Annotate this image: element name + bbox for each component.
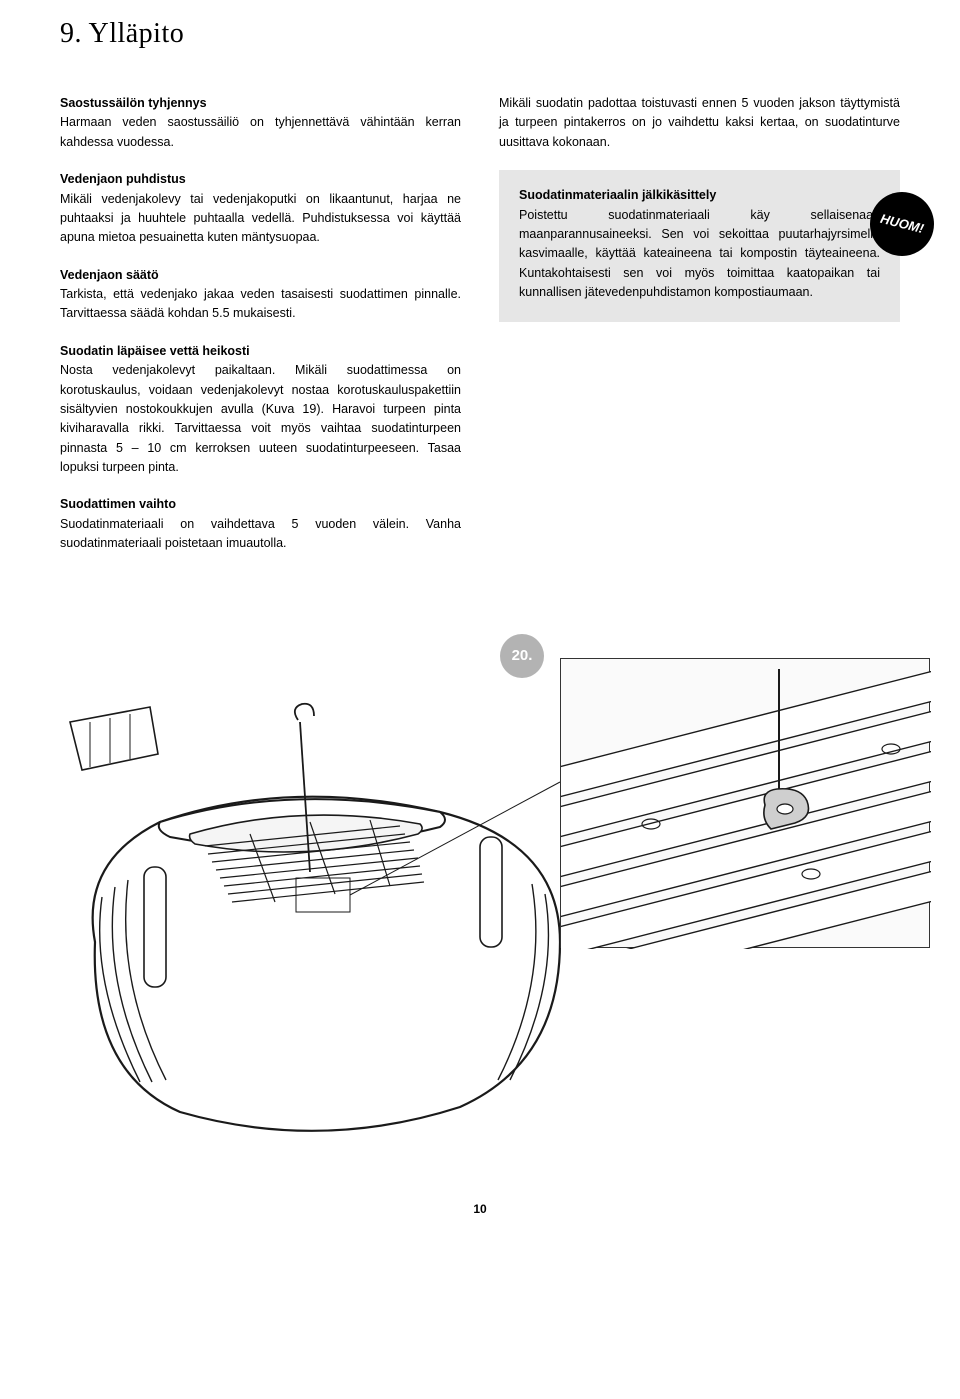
- two-column-layout: Saostussäilön tyhjennys Harmaan veden sa…: [60, 94, 900, 572]
- paragraph: Harmaan veden saostussäiliö on tyhjennet…: [60, 113, 461, 152]
- subheading: Vedenjaon puhdistus: [60, 170, 461, 189]
- inset-illustration: [561, 659, 931, 949]
- inset-detail-frame: [560, 658, 930, 948]
- paragraph: Nosta vedenjakolevyt paikaltaan. Mikäli …: [60, 361, 461, 477]
- paragraph: Suodatinmateriaali on vaihdettava 5 vuod…: [60, 515, 461, 554]
- block-suodatin-lapaisee: Suodatin läpäisee vettä heikosti Nosta v…: [60, 342, 461, 478]
- note-text: Poistettu suodatinmateriaali käy sellais…: [519, 206, 880, 303]
- section-heading: 9. Ylläpito: [60, 18, 900, 50]
- tank-illustration: [40, 662, 600, 1152]
- block-vedenjaon-saato: Vedenjaon säätö Tarkista, että vedenjako…: [60, 266, 461, 324]
- section-title-text: Ylläpito: [88, 18, 184, 49]
- column-left: Saostussäilön tyhjennys Harmaan veden sa…: [60, 94, 461, 572]
- note-title: Suodatinmateriaalin jälkikäsittely: [519, 186, 880, 205]
- block-suodattimen-vaihto: Suodattimen vaihto Suodatinmateriaali on…: [60, 495, 461, 553]
- subheading: Suodatin läpäisee vettä heikosti: [60, 342, 461, 361]
- subheading: Suodattimen vaihto: [60, 495, 461, 514]
- subheading: Vedenjaon säätö: [60, 266, 461, 285]
- block-vedenjaon-puhdistus: Vedenjaon puhdistus Mikäli vedenjakolevy…: [60, 170, 461, 248]
- section-number: 9.: [60, 18, 82, 49]
- paragraph: Mikäli suodatin padottaa toistuvasti enn…: [499, 96, 900, 149]
- figure-area: 20.: [60, 622, 900, 1162]
- column-right: Mikäli suodatin padottaa toistuvasti enn…: [499, 94, 900, 572]
- block-saostussailo: Saostussäilön tyhjennys Harmaan veden sa…: [60, 94, 461, 152]
- subheading: Saostussäilön tyhjennys: [60, 94, 461, 113]
- note-box: Suodatinmateriaalin jälkikäsittely Poist…: [499, 170, 900, 322]
- block-intro: Mikäli suodatin padottaa toistuvasti enn…: [499, 94, 900, 152]
- huom-text: HUOM!: [878, 209, 926, 239]
- document-page: 9. Ylläpito Saostussäilön tyhjennys Harm…: [0, 0, 960, 1256]
- paragraph: Mikäli vedenjakolevy tai vedenjakoputki …: [60, 190, 461, 248]
- paragraph: Tarkista, että vedenjako jakaa veden tas…: [60, 285, 461, 324]
- page-number: 10: [60, 1202, 900, 1216]
